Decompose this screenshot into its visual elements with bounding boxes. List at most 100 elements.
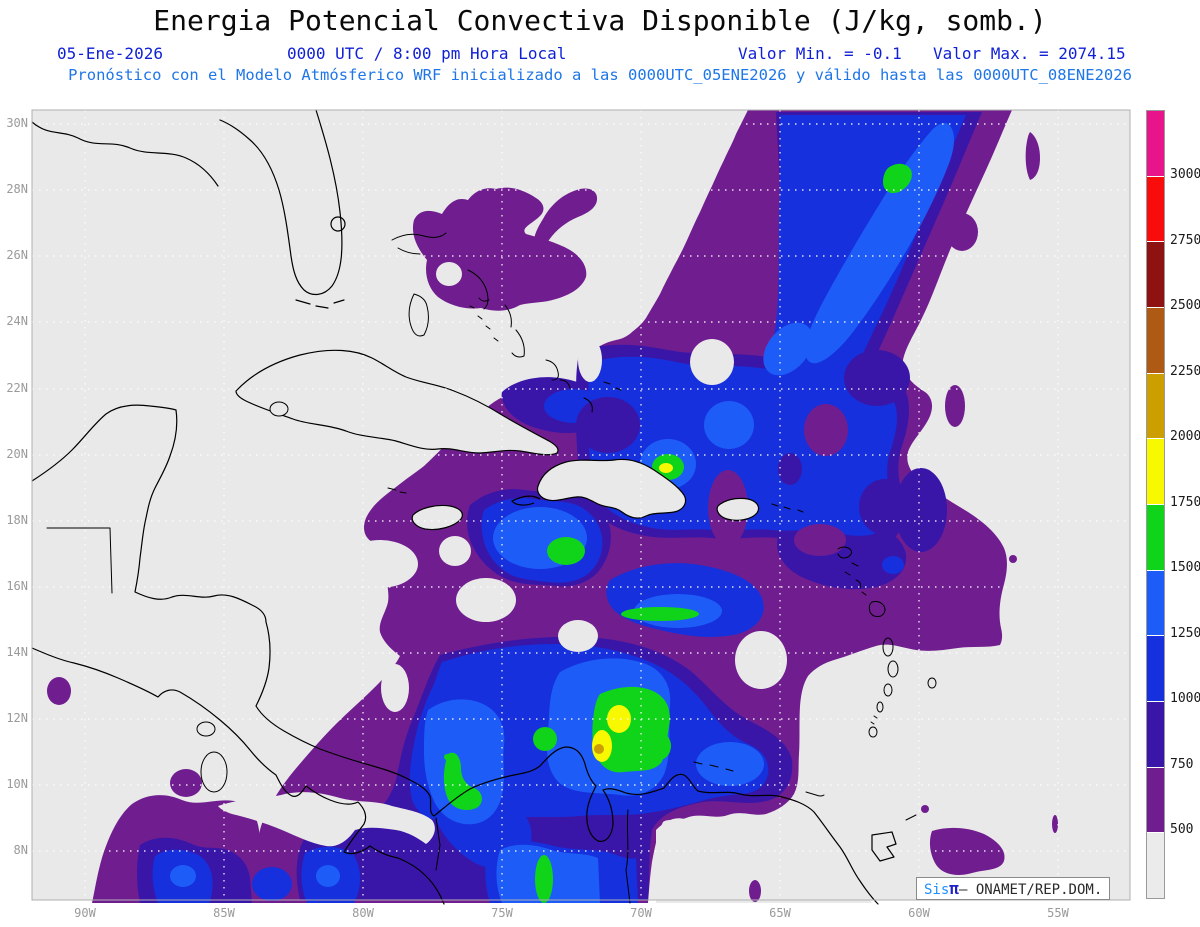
- colorbar-segment-750-1000: [1147, 702, 1164, 768]
- dominica-island: [882, 637, 894, 657]
- lat-label-26n: 26N: [6, 248, 28, 262]
- stvincent-island: [876, 701, 884, 713]
- lake-managua: [196, 721, 216, 737]
- lat-label-16n: 16N: [6, 579, 28, 593]
- martinique-island: [887, 660, 899, 678]
- cape-purple-dot-se2: [1052, 815, 1058, 833]
- cape-purple-patch-west2: [170, 769, 202, 797]
- colorbar-segment-2000-2250: [1147, 373, 1164, 440]
- cape-purple-dot-e: [1009, 555, 1017, 563]
- cape-hole-1: [456, 578, 516, 622]
- lat-label-24n: 24N: [6, 314, 28, 328]
- cape-purple-dot-se1: [921, 805, 929, 813]
- cape-hole-7: [690, 339, 734, 385]
- cape-indigo-patch4: [778, 453, 802, 485]
- jamaica-landmass: [411, 504, 463, 531]
- cape-green-colombia-dot: [444, 754, 450, 760]
- watermark-box: Sisπ– ONAMET/REP.DOM.: [916, 877, 1111, 900]
- cape-yellow-south1: [607, 705, 631, 733]
- colorbar-segment-1000-1250: [1147, 636, 1164, 703]
- colorbar-segment-1750-2000: [1147, 439, 1164, 506]
- cape-purple-sliver-ne: [1025, 132, 1040, 180]
- bahamas-islands: [391, 232, 622, 413]
- cape-hole-6: [439, 536, 471, 566]
- pacific-coast: [31, 647, 445, 905]
- cape-bright-south-core2: [424, 699, 505, 825]
- colorbar-label-500: 500: [1170, 822, 1194, 837]
- valid-time: 0000 UTC / 8:00 pm Hora Local: [287, 44, 567, 63]
- colorbar-label-1250: 1250: [1170, 626, 1200, 641]
- colorbar-label-1500: 1500: [1170, 560, 1200, 575]
- lat-label-22n: 22N: [6, 381, 28, 395]
- watermark-sis: Sis: [924, 882, 950, 898]
- stlucia-island: [883, 683, 893, 697]
- watermark-pi-icon: π: [949, 879, 959, 898]
- lat-label-28n: 28N: [6, 182, 28, 196]
- land-layer: [218, 349, 872, 903]
- lon-label-70w: 70W: [630, 906, 652, 920]
- lon-label-65w: 65W: [769, 906, 791, 920]
- tobago-island: [905, 814, 917, 821]
- lat-label-14n: 14N: [6, 645, 28, 659]
- lat-label-30n: 30N: [6, 116, 28, 130]
- cape-purple-trinidad-blob: [929, 827, 1005, 875]
- colorbar-label-2750: 2750: [1170, 233, 1200, 248]
- cape-bright-se-small: [696, 742, 764, 786]
- cape-green-round-dot: [533, 727, 557, 751]
- lon-label-75w: 75W: [491, 906, 513, 920]
- trinidad-island: [871, 831, 897, 862]
- coastline-layer: [31, 109, 937, 905]
- venezuela-landmass: [656, 816, 872, 903]
- cape-blue-sw2: [252, 867, 292, 901]
- political-borders: [46, 527, 631, 904]
- yucatan-centralamerica-coast: [31, 404, 879, 905]
- lat-label-8n: 8N: [13, 843, 28, 857]
- cape-blue-leeward-dot: [882, 556, 904, 574]
- cape-green-s-puertorico: [621, 607, 699, 621]
- margarita-island: [805, 791, 825, 797]
- colorbar-segment-2750-3000: [1147, 176, 1164, 243]
- colorbar-segment-lt500: [1147, 833, 1164, 899]
- isla-juventud: [269, 401, 289, 417]
- lake-okeechobee: [330, 216, 346, 232]
- lon-label-60w: 60W: [908, 906, 930, 920]
- colorbar-label-2250: 2250: [1170, 364, 1200, 379]
- cape-purple-sliver-e: [945, 385, 965, 427]
- cape-gold-south-dot: [594, 744, 604, 754]
- valid-date: 05-Ene-2026: [57, 44, 163, 63]
- cape-hole-4: [381, 664, 409, 712]
- cape-green-ne-band: [883, 163, 912, 193]
- cape-bright-n-puertorico: [704, 401, 754, 449]
- cape-purple-blob-ne2: [946, 213, 978, 251]
- puertorico-landmass: [716, 497, 760, 521]
- map-frame: [31, 109, 1131, 901]
- cape-indigo-patch2: [844, 350, 910, 406]
- value-min-label: Valor Min. = -0.1: [738, 44, 902, 63]
- cape-green-colombia-sliver: [443, 752, 482, 811]
- grenadines-dots: [870, 715, 878, 725]
- colorbar-label-3000: 3000: [1170, 167, 1200, 182]
- lat-label-12n: 12N: [6, 711, 28, 725]
- lon-label-55w: 55W: [1047, 906, 1069, 920]
- lake-nicaragua: [200, 751, 228, 793]
- haiti-peninsula: [511, 495, 541, 506]
- cape-purple-leeward-patch: [794, 524, 846, 556]
- lat-label-10n: 10N: [6, 777, 28, 791]
- watermark-dash: –: [958, 882, 968, 898]
- colorbar-segment-1250-1500: [1147, 570, 1164, 637]
- colorbar-segment-1500-1750: [1147, 505, 1164, 571]
- colorbar-label-1000: 1000: [1170, 691, 1200, 706]
- cape-green-bottom-sliver: [535, 855, 553, 903]
- cape-purple-bahamas-arc: [533, 188, 598, 248]
- cape-green-s-hispaniola: [547, 537, 585, 565]
- colorbar-segment-2250-2500: [1147, 308, 1164, 374]
- cape-fill-overlay-layer: [749, 805, 1058, 902]
- cayman-islands: [387, 487, 407, 494]
- cape-purple-streak2: [804, 404, 848, 456]
- cape-purple-sliver-bottom: [749, 880, 761, 902]
- cape-yellow-ne-hispaniola: [659, 463, 673, 473]
- florida-keys: [295, 299, 345, 309]
- colorbar-label-2000: 2000: [1170, 429, 1200, 444]
- cape-hole-5: [558, 620, 598, 652]
- cape-indigo-patch1: [576, 397, 640, 453]
